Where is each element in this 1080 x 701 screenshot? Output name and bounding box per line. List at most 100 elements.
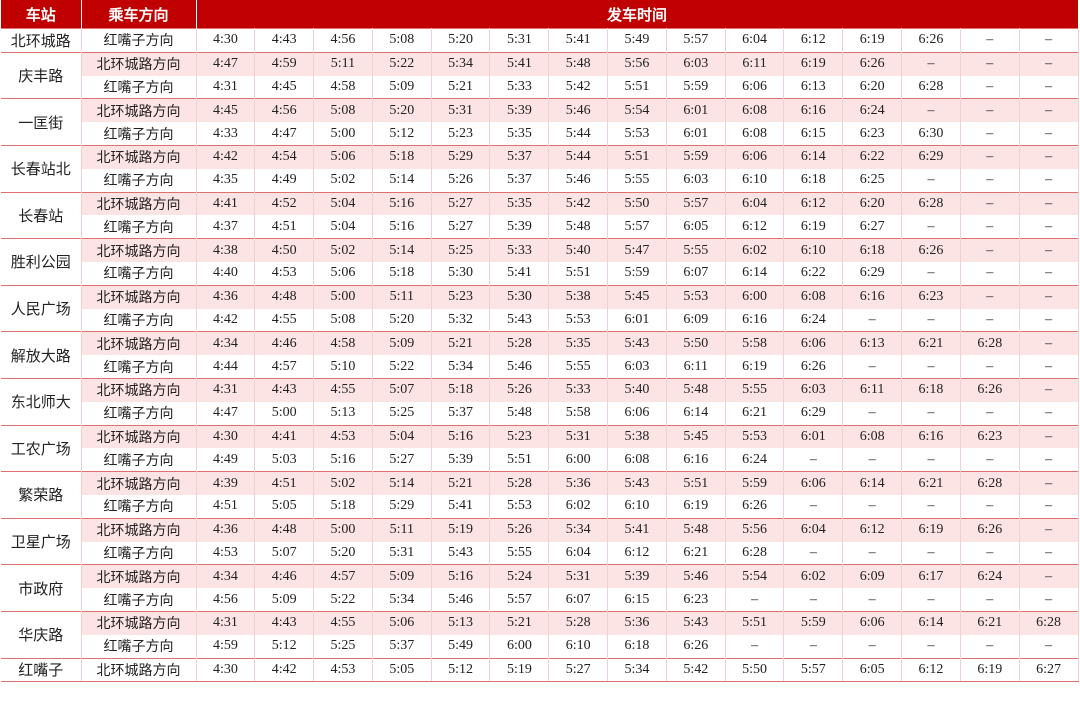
direction: 北环城路方向 [81,238,197,262]
timetable-row: 红嘴子方向 4:40 4:53 5:06 5:18 5:30 5:41 5:51 5:59 6:0… [1,261,1079,286]
departure-time: – [960,284,1020,309]
departure-time: 4:38 [196,238,256,262]
departure-time: – [1019,494,1079,519]
departure-time: 6:01 [607,308,667,332]
departure-time: 5:41 [489,51,550,76]
departure-time: 5:31 [489,28,550,53]
direction: 红嘴子方向 [81,401,197,426]
timetable-row: 红嘴子方向 4:31 4:45 4:58 5:09 5:21 5:33 5:42 5:51 5:5… [1,75,1079,99]
departure-time: 5:05 [254,494,315,519]
departure-time: 6:03 [666,168,726,193]
departure-time: 6:04 [783,517,844,542]
departure-time: 4:53 [313,657,373,683]
departure-time: 5:33 [548,377,609,402]
departure-time: 5:08 [313,98,373,123]
timetable-row: 庆丰路 北环城路方向 4:47 4:59 5:11 5:22 5:34 5:41 5:48 5:5… [1,51,1079,99]
departure-time: 5:05 [372,657,432,683]
departure-time: 6:19 [725,355,785,379]
departure-time: 5:54 [725,564,785,589]
departure-time: 5:30 [489,284,550,309]
departure-time: 6:24 [783,308,844,332]
departure-time: 4:56 [254,98,315,123]
departure-time: 6:13 [842,331,903,356]
departure-time: 6:26 [666,634,726,659]
departure-time: 4:47 [196,51,256,76]
departure-time: – [960,494,1020,519]
departure-time: 6:28 [960,331,1020,356]
departure-time: 5:04 [372,424,432,449]
departure-time: – [960,261,1020,286]
departure-time: 6:08 [607,448,667,472]
departure-time: – [1019,168,1079,193]
departure-time: 5:40 [548,238,609,262]
departure-time: 5:26 [489,377,550,402]
departure-time: – [842,355,903,379]
departure-time: 5:55 [548,355,609,379]
timetable-row: 红嘴子方向 4:51 5:05 5:18 5:29 5:41 5:53 6:02 6:10 6:1… [1,494,1079,519]
departure-time: 5:21 [431,331,491,356]
departure-time: 5:08 [372,28,432,53]
direction: 北环城路方向 [81,564,197,589]
departure-time: 5:58 [725,331,785,356]
departure-time: 5:35 [489,191,550,216]
departure-time: – [783,541,844,565]
departure-time: 5:56 [607,51,667,76]
header-row: 车站 乘车方向 发车时间 [1,0,1079,29]
departure-time: 4:43 [254,28,315,53]
departure-time: 4:42 [196,144,256,169]
departure-time: – [960,75,1020,99]
departure-time: 6:28 [901,75,961,99]
departure-time: 4:41 [254,424,315,449]
departure-time: 5:51 [607,144,667,169]
departure-time: 6:02 [548,494,609,519]
departure-time: 5:57 [489,588,550,612]
departure-time: 5:09 [372,75,432,99]
direction: 红嘴子方向 [81,541,197,565]
departure-time: 5:00 [254,401,315,426]
departure-time: – [783,494,844,519]
direction: 北环城路方向 [81,144,197,169]
departure-time: – [1019,215,1079,239]
timetable-row: 东北师大 北环城路方向 4:31 4:43 4:55 5:07 5:18 5:26 5:33 5:… [1,377,1079,426]
departure-time: 4:43 [254,610,315,635]
departure-time: 5:38 [548,284,609,309]
departure-time: 6:26 [960,377,1020,402]
departure-time: – [960,401,1020,426]
timetable-row: 红嘴子 北环城路方向 4:30 4:42 4:53 5:05 5:12 5:19 5:27 5:3… [1,657,1079,683]
direction: 红嘴子方向 [81,261,197,286]
station-name: 东北师大 [1,377,82,426]
departure-time: 6:14 [901,610,961,635]
departure-time: 5:16 [431,564,491,589]
departure-time: 4:48 [254,517,315,542]
departure-time: – [1019,75,1079,99]
departure-time: 4:53 [254,261,315,286]
timetable-row: 红嘴子方向 4:33 4:47 5:00 5:12 5:23 5:35 5:44 5:53 6:0… [1,122,1079,146]
departure-time: – [1019,588,1079,612]
departure-time: 6:13 [783,75,844,99]
departure-time: 6:15 [783,122,844,146]
departure-time: 4:45 [254,75,315,99]
departure-time: – [901,355,961,379]
departure-time: 6:11 [666,355,726,379]
timetable-row: 红嘴子方向 4:35 4:49 5:02 5:14 5:26 5:37 5:46 5:55 6:0… [1,168,1079,193]
timetable-row: 卫星广场 北环城路方向 4:36 4:48 5:00 5:11 5:19 5:26 5:34 5:… [1,517,1079,565]
departure-time: 5:27 [431,191,491,216]
departure-time: 4:57 [254,355,315,379]
departure-time: – [960,144,1020,169]
departure-time: 5:58 [548,401,609,426]
departure-time: 5:39 [607,564,667,589]
departure-time: 5:26 [489,517,550,542]
departure-time: – [842,401,903,426]
departure-time: 5:57 [666,28,726,53]
departure-time: 5:44 [548,122,609,146]
departure-time: – [901,448,961,472]
departure-time: – [901,215,961,239]
departure-time: 6:12 [725,215,785,239]
departure-time: 5:41 [607,517,667,542]
departure-time: 5:51 [548,261,609,286]
departure-time: 5:25 [313,634,373,659]
departure-time: 6:16 [725,308,785,332]
departure-time: 5:48 [666,517,726,542]
direction: 红嘴子方向 [81,215,197,239]
departure-time: – [960,355,1020,379]
